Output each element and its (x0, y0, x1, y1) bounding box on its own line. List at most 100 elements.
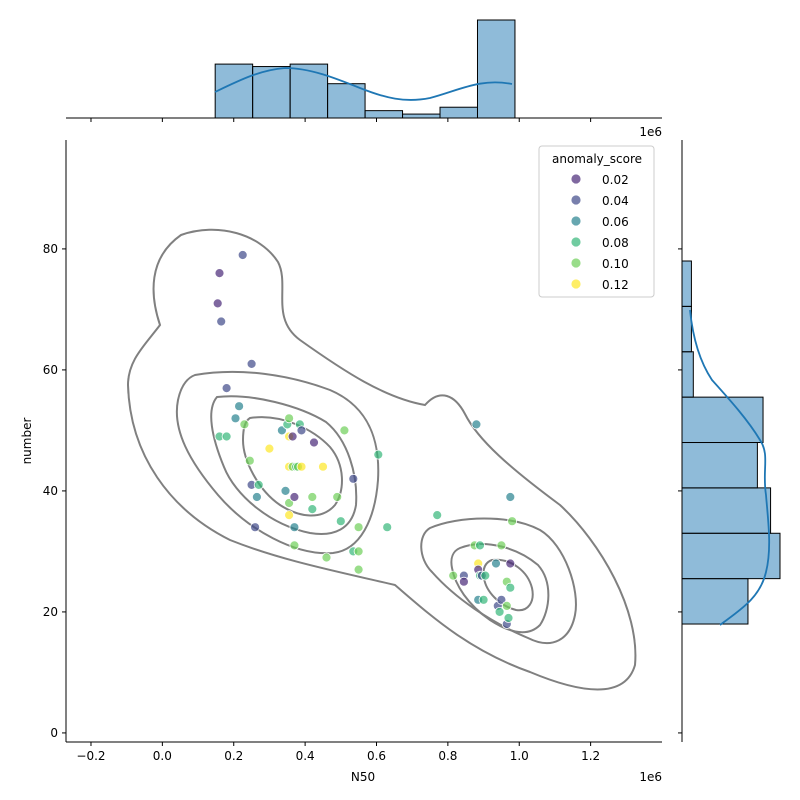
x-axis-label: N50 (351, 770, 375, 784)
x-axis-offset-label: 1e6 (639, 770, 662, 784)
scatter-point (250, 522, 261, 533)
y-marginal-bar (681, 351, 694, 398)
scatter-point (332, 492, 343, 502)
scatter-point (471, 419, 482, 430)
x-marginal-bar (289, 63, 329, 119)
legend-label: 0.08 (602, 236, 629, 250)
scatter-point (264, 443, 275, 454)
scatter-point (496, 540, 507, 551)
scatter-point (287, 431, 298, 442)
scatter-point (237, 250, 248, 260)
scatter-point (321, 552, 332, 563)
x-tick-label: 1.0 (510, 749, 529, 763)
scatter-point (496, 594, 507, 605)
x-tick-label: 0.0 (153, 749, 172, 763)
legend-marker (570, 173, 582, 185)
kde-contour-3 (210, 395, 358, 535)
legend-label: 0.02 (602, 173, 629, 187)
scatter-point (216, 316, 227, 327)
scatter-point (280, 485, 291, 496)
scatter-point (353, 522, 364, 533)
scatter-point (382, 522, 393, 533)
x-marginal-bar (476, 19, 516, 119)
scatter-point (353, 546, 364, 557)
x-marginal-histogram (66, 19, 662, 122)
y-marginal-bar (681, 396, 764, 444)
kde-contour-2 (175, 370, 380, 555)
scatter-point (251, 492, 262, 502)
kde-contour-7 (482, 558, 534, 612)
x-marginal-kde (214, 67, 513, 101)
scatter-point (296, 461, 307, 472)
legend-marker (570, 278, 582, 290)
scatter-point (480, 570, 491, 581)
scatter-point (458, 576, 469, 587)
x-marginal-bar (252, 66, 291, 119)
scatter-point (494, 607, 505, 617)
scatter-point (507, 516, 517, 527)
scatter-point (234, 401, 245, 412)
y-marginal-bar (681, 260, 692, 307)
scatter-point (212, 298, 223, 309)
scatter-point (289, 540, 300, 551)
scatter-point (253, 479, 264, 490)
scatter-point (475, 540, 485, 551)
y-axis-label: number (20, 418, 34, 465)
y-tick-label: 60 (43, 363, 58, 377)
scatter-point (501, 601, 512, 611)
x-marginal-bar (214, 63, 254, 119)
y-tick-label: 0 (50, 726, 58, 740)
scatter-point (221, 431, 232, 442)
legend-entries: 0.02 0.04 0.06 0.08 0.10 0.12 (570, 173, 629, 292)
scatter-point (289, 492, 300, 502)
y-tick-label: 20 (43, 605, 58, 619)
scatter-point (244, 455, 255, 466)
scatter-point (289, 522, 300, 533)
x-marginal-bar (402, 113, 441, 119)
legend: anomaly_score 0.02 0.04 0.06 0.08 0.10 0.12 (538, 145, 655, 298)
y-marginal-kde (689, 309, 771, 626)
scatter-point (239, 419, 250, 430)
scatter-point (335, 516, 346, 527)
x-tick-label: 0.4 (296, 749, 315, 763)
scatter-point (284, 413, 295, 424)
x-marginal-bar (439, 106, 478, 119)
scatter-point (478, 594, 489, 605)
x-tick-label: −0.2 (76, 749, 105, 763)
scatter-point (503, 613, 514, 623)
scatter-point (214, 268, 225, 279)
legend-label: 0.10 (602, 257, 629, 271)
x-tick-label: 1.2 (581, 749, 600, 763)
scatter-point (432, 510, 443, 520)
scatter-point (246, 358, 257, 369)
scatter-point (307, 504, 318, 515)
scatter-point (339, 425, 350, 436)
x-tick-label: 0.8 (438, 749, 457, 763)
y-marginal-bar (681, 442, 758, 489)
legend-label: 0.04 (602, 194, 629, 208)
scatter-point (318, 461, 328, 472)
scatter-point (491, 558, 501, 569)
scatter-point (348, 473, 359, 484)
legend-marker (570, 194, 582, 206)
kde-contours (126, 228, 637, 691)
kde-contour-outer (126, 228, 637, 691)
scatter-point (505, 582, 516, 593)
y-tick-label: 40 (43, 484, 58, 498)
scatter-point (309, 437, 319, 448)
legend-label: 0.12 (602, 278, 629, 292)
kde-contour-4 (241, 416, 343, 517)
x-marginal-bar (364, 110, 404, 119)
scatter-point (448, 570, 459, 581)
x-tick-label: 0.6 (367, 749, 386, 763)
y-marginal-bar (681, 487, 772, 534)
legend-frame (538, 145, 655, 298)
legend-marker (570, 215, 582, 227)
legend-marker (570, 236, 582, 248)
scatter-point (505, 558, 516, 569)
scatter-point (505, 492, 516, 502)
main-axes: −0.2 0.0 0.2 0.4 0.6 0.8 1.0 1.2 0 20 40 60 80 (43, 140, 662, 763)
scatter-point (307, 492, 318, 502)
legend-label: 0.06 (602, 215, 629, 229)
kde-contour-5 (420, 517, 577, 644)
